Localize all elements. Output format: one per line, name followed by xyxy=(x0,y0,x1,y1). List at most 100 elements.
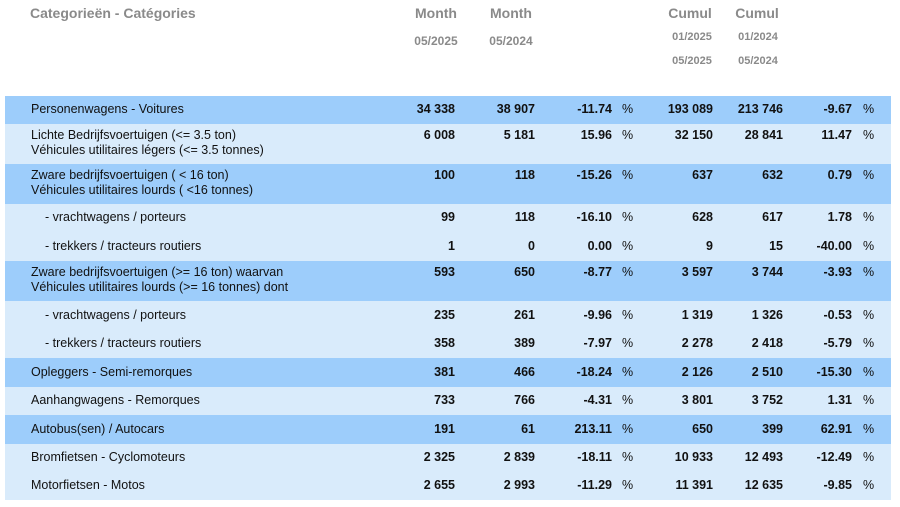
cumul2-value: 2 510 xyxy=(751,364,783,379)
percent-sign: % xyxy=(622,128,634,142)
table-row: - trekkers / tracteurs routiers 358 389 -7.… xyxy=(5,330,891,358)
cumul2-value: 1 326 xyxy=(751,307,783,322)
month2-value: 0 xyxy=(528,238,535,253)
percent-sign: % xyxy=(863,128,875,142)
month2-value: 61 xyxy=(521,421,535,436)
cumul1-value: 1 319 xyxy=(681,307,713,322)
month-change-value: -18.24 xyxy=(576,364,612,379)
category-label: Opleggers - Semi-remorques xyxy=(31,364,193,379)
percent-sign: % xyxy=(863,336,875,350)
category-label: Personenwagens - Voitures xyxy=(31,102,184,116)
cumul-change-value: -12.49 xyxy=(816,450,852,464)
cumul1-value: 2 278 xyxy=(681,336,713,350)
cumul2-value: 617 xyxy=(762,210,783,224)
month1-value: 733 xyxy=(434,393,455,407)
cumul-change-value: 1.78 xyxy=(827,210,852,224)
month-change-value: -11.29 xyxy=(577,478,612,492)
cumul2-value: 2 418 xyxy=(751,336,783,350)
percent-sign: % xyxy=(863,421,875,436)
cumul1-header: Cumul xyxy=(668,5,712,21)
percent-sign: % xyxy=(622,265,634,279)
percent-sign: % xyxy=(622,393,634,407)
category-label: Bromfietsen - Cyclomoteurs xyxy=(31,450,186,464)
table-row: Lichte Bedrijfsvoertuigen (<= 3.5 ton) Vé… xyxy=(5,124,891,164)
cumul1-value: 193 089 xyxy=(667,102,713,116)
cumul2-value: 399 xyxy=(762,421,783,436)
month2-header: Month xyxy=(490,5,532,21)
month1-value: 358 xyxy=(434,336,455,350)
table-row: Aanhangwagens - Remorques 733 766 -4.31 3 80… xyxy=(5,387,891,415)
cumul1-value: 9 xyxy=(706,238,713,253)
cumul1-from: 01/2025 xyxy=(672,31,712,43)
month-change-value: -7.97 xyxy=(583,336,613,350)
percent-sign: % xyxy=(863,393,875,407)
month2-value: 118 xyxy=(514,168,535,182)
cumul-change-value: 11.47 xyxy=(821,128,852,142)
cumul2-value: 12 635 xyxy=(744,478,783,492)
percent-sign: % xyxy=(863,102,875,116)
cumul2-from: 01/2024 xyxy=(738,31,778,43)
table-row: Motorfietsen - Motos 2 655 2 993 -11.29 11 3… xyxy=(5,472,891,500)
month-change-value: -9.96 xyxy=(583,307,613,322)
cumul2-value: 28 841 xyxy=(744,128,783,142)
cumul1-value: 3 801 xyxy=(681,393,713,407)
month-change-value: 213.11 xyxy=(574,421,612,436)
percent-sign: % xyxy=(863,364,875,379)
cumul-change-value: -9.67 xyxy=(823,102,853,116)
cumul-change-value: 62.91 xyxy=(820,421,852,436)
cumul2-value: 3 744 xyxy=(751,265,783,279)
percent-sign: % xyxy=(863,307,875,322)
percent-sign: % xyxy=(863,478,875,492)
table-row: Bromfietsen - Cyclomoteurs 2 325 2 839 -18.… xyxy=(5,444,891,472)
category-header: Categorieën - Catégories xyxy=(30,5,196,21)
cumul1-value: 3 597 xyxy=(681,265,713,279)
month-change-value: -8.77 xyxy=(583,265,613,279)
table-row: - vrachtwagens / porteurs 235 261 -9.96 1 31… xyxy=(5,301,891,330)
month2-value: 5 181 xyxy=(503,128,535,142)
cumul1-to: 05/2025 xyxy=(672,55,712,67)
percent-sign: % xyxy=(622,421,634,436)
table-row: Autobus(sen) / Autocars 191 61 213.11 650 399… xyxy=(5,415,891,444)
percent-sign: % xyxy=(622,364,634,379)
table-row: Personenwagens - Voitures 34 338 38 907 -11… xyxy=(5,96,891,124)
cumul1-value: 32 150 xyxy=(674,128,713,142)
month-change-value: 15.96 xyxy=(580,128,612,142)
percent-sign: % xyxy=(622,210,634,224)
category-label: - trekkers / tracteurs routiers xyxy=(45,336,202,350)
percent-sign: % xyxy=(622,168,634,182)
month-change-value: -15.26 xyxy=(576,168,612,182)
percent-sign: % xyxy=(863,210,875,224)
month2-value: 118 xyxy=(514,210,535,224)
month1-value: 593 xyxy=(434,265,455,279)
cumul-change-value: -40.00 xyxy=(816,238,852,253)
cumul2-value: 12 493 xyxy=(744,450,783,464)
month-change-value: 0.00 xyxy=(587,238,612,253)
category-label: Zware bedrijfsvoertuigen ( < 16 ton) Véhi… xyxy=(31,168,253,197)
category-label: Lichte Bedrijfsvoertuigen (<= 3.5 ton) Vé… xyxy=(31,128,264,157)
cumul1-value: 11 391 xyxy=(675,478,713,492)
month-change-value: -16.10 xyxy=(576,210,612,224)
month2-period: 05/2024 xyxy=(489,34,533,48)
month2-value: 261 xyxy=(514,307,535,322)
month1-value: 34 338 xyxy=(416,102,455,116)
month1-value: 381 xyxy=(434,364,455,379)
table-row: - vrachtwagens / porteurs 99 118 -16.10 628 6… xyxy=(5,204,891,232)
cumul2-value: 632 xyxy=(762,168,783,182)
month2-value: 2 993 xyxy=(503,478,535,492)
cumul2-to: 05/2024 xyxy=(738,55,778,67)
table-row: Opleggers - Semi-remorques 381 466 -18.24 2 … xyxy=(5,358,891,387)
month2-value: 466 xyxy=(514,364,535,379)
month1-value: 100 xyxy=(434,168,455,182)
percent-sign: % xyxy=(622,102,634,116)
percent-sign: % xyxy=(863,450,875,464)
month1-value: 2 655 xyxy=(423,478,455,492)
month1-value: 99 xyxy=(441,210,455,224)
category-label: - trekkers / tracteurs routiers xyxy=(45,238,202,253)
category-label: Motorfietsen - Motos xyxy=(31,478,145,492)
cumul1-value: 637 xyxy=(692,168,713,182)
percent-sign: % xyxy=(622,478,634,492)
month-change-value: -11.74 xyxy=(577,102,612,116)
table-row: Zware bedrijfsvoertuigen ( < 16 ton) Véhi… xyxy=(5,164,891,204)
cumul-change-value: 0.79 xyxy=(827,168,852,182)
table-row: Zware bedrijfsvoertuigen (>= 16 ton) waa… xyxy=(5,261,891,301)
